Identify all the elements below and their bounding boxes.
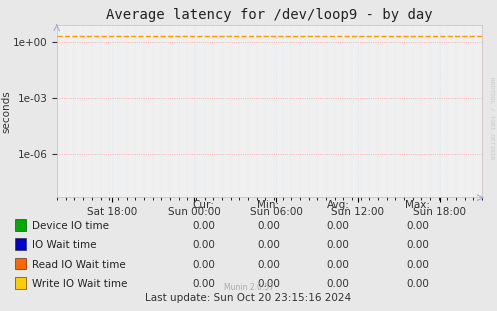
Text: IO Wait time: IO Wait time	[32, 240, 97, 250]
Text: Max:: Max:	[405, 200, 430, 210]
Title: Average latency for /dev/loop9 - by day: Average latency for /dev/loop9 - by day	[106, 8, 433, 22]
Text: 0.00: 0.00	[406, 221, 429, 231]
Text: 0.00: 0.00	[192, 221, 215, 231]
Text: 0.00: 0.00	[192, 260, 215, 270]
Text: 0.00: 0.00	[257, 279, 280, 289]
Text: RRDTOOL / TOBI OETIKER: RRDTOOL / TOBI OETIKER	[490, 77, 495, 160]
Text: 0.00: 0.00	[192, 279, 215, 289]
Text: Avg:: Avg:	[327, 200, 349, 210]
Text: 0.00: 0.00	[327, 221, 349, 231]
Text: Read IO Wait time: Read IO Wait time	[32, 260, 126, 270]
Text: Last update: Sun Oct 20 23:15:16 2024: Last update: Sun Oct 20 23:15:16 2024	[146, 293, 351, 303]
Text: 0.00: 0.00	[327, 279, 349, 289]
Y-axis label: seconds: seconds	[1, 90, 11, 132]
Text: 0.00: 0.00	[327, 240, 349, 250]
Text: 0.00: 0.00	[192, 240, 215, 250]
Text: Munin 2.0.57: Munin 2.0.57	[224, 283, 273, 292]
Text: 0.00: 0.00	[327, 260, 349, 270]
Text: 0.00: 0.00	[406, 240, 429, 250]
Text: 0.00: 0.00	[406, 279, 429, 289]
Text: 0.00: 0.00	[257, 221, 280, 231]
Text: 0.00: 0.00	[406, 260, 429, 270]
Text: 0.00: 0.00	[257, 260, 280, 270]
Text: Write IO Wait time: Write IO Wait time	[32, 279, 128, 289]
Text: Device IO time: Device IO time	[32, 221, 109, 231]
Text: 0.00: 0.00	[257, 240, 280, 250]
Text: Cur:: Cur:	[193, 200, 215, 210]
Text: Min:: Min:	[257, 200, 279, 210]
